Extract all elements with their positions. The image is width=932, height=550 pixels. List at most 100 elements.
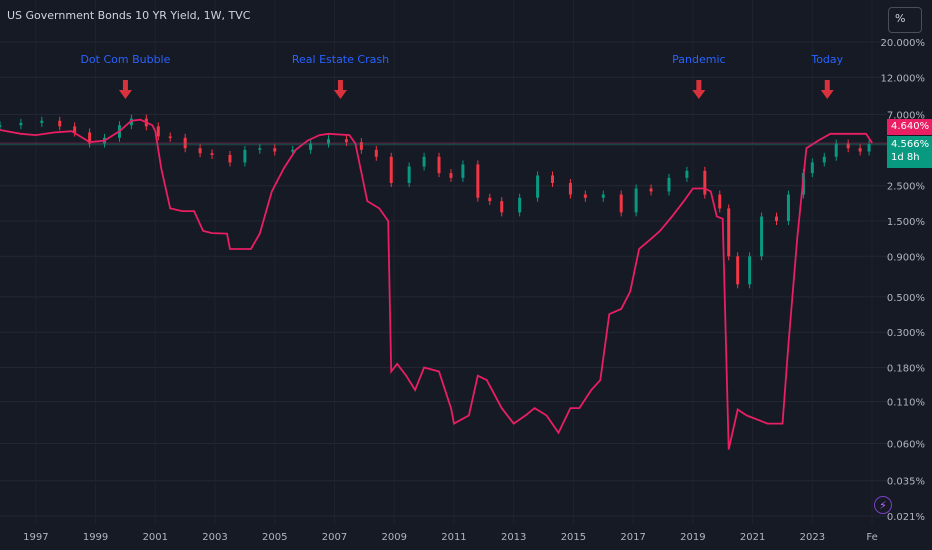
rate-price-badge: 4.640%: [887, 119, 932, 135]
yield-candle: [846, 143, 850, 149]
y-tick-label: 20.000%: [881, 38, 926, 49]
y-tick-label: 2.500%: [887, 182, 925, 193]
yield-candle: [210, 153, 214, 155]
yield-candle: [601, 194, 605, 198]
yield-candle: [834, 143, 838, 157]
yield-price-value: 4.566%: [891, 139, 930, 150]
yield-candle: [667, 177, 671, 192]
x-tick-label: 2015: [561, 532, 586, 543]
y-tick-label: 0.900%: [887, 252, 925, 263]
yield-candle: [129, 118, 133, 126]
annotation-label: Pandemic: [672, 53, 726, 66]
yield-candle: [389, 156, 393, 183]
yield-candle: [40, 120, 44, 123]
x-tick-label: Fe: [866, 532, 877, 543]
yield-candle: [718, 194, 722, 209]
x-axis-tick-labels: 1997 1999 2001 2003 2005 2007 2009 2011 2013 2015…: [23, 532, 878, 543]
bar-countdown: 1d 8h: [891, 152, 920, 163]
x-tick-label: 2017: [620, 532, 645, 543]
yield-candle: [291, 149, 295, 152]
annotation-label: Dot Com Bubble: [80, 53, 171, 66]
down-arrow-icon: [118, 80, 132, 99]
x-tick-label: 2001: [143, 532, 168, 543]
y-tick-label: 12.000%: [881, 73, 926, 84]
y-tick-label: 0.300%: [887, 328, 925, 339]
yield-candle: [518, 197, 522, 213]
yield-candle: [500, 201, 504, 213]
yield-candle: [619, 194, 623, 213]
percent-scale-button[interactable]: %: [888, 7, 922, 33]
yield-candle: [228, 154, 232, 163]
yield-candle: [344, 139, 348, 143]
x-tick-label: 2009: [381, 532, 406, 543]
x-tick-label: 2011: [441, 532, 466, 543]
x-tick-label: 2023: [800, 532, 825, 543]
yield-candle: [461, 164, 465, 178]
yield-candle: [736, 256, 740, 285]
yield-candle: [760, 216, 764, 257]
annotation-label: Today: [811, 53, 844, 66]
yield-candle: [649, 188, 653, 192]
x-tick-label: 2019: [680, 532, 705, 543]
y-tick-label: 0.180%: [887, 364, 925, 375]
y-tick-label: 0.021%: [887, 512, 925, 523]
yield-candle: [0, 125, 2, 127]
yield-candle: [488, 197, 492, 202]
yield-candle: [476, 164, 480, 198]
yield-candles: [0, 114, 871, 289]
yield-candle: [551, 175, 555, 183]
yield-candle: [437, 156, 441, 174]
grid-lines: [0, 41, 887, 517]
x-tick-label: 2003: [202, 532, 227, 543]
yield-candle: [273, 148, 277, 152]
yield-candle: [58, 120, 62, 127]
yield-candle: [536, 175, 540, 198]
x-tick-label: 2013: [501, 532, 526, 543]
yield-candle: [867, 144, 871, 152]
y-tick-label: 0.500%: [887, 293, 925, 304]
yield-candle: [748, 256, 752, 285]
yield-candle: [858, 148, 862, 152]
y-axis-tick-labels: 20.000%12.000%7.000%4.500%2.500%1.500%0.…: [881, 38, 926, 523]
yield-candle: [359, 142, 363, 150]
yield-candle: [786, 194, 790, 222]
yield-candle: [568, 182, 572, 195]
annotation-label: Real Estate Crash: [291, 53, 390, 66]
yield-candle: [309, 143, 313, 150]
yield-candle: [449, 173, 453, 178]
yield-candle: [727, 208, 731, 257]
yield-candle: [88, 132, 92, 144]
down-arrow-icon: [692, 80, 706, 99]
yield-candle: [774, 216, 778, 222]
down-arrow-icon: [820, 80, 834, 99]
down-arrow-icon: [333, 80, 347, 99]
yield-candle: [822, 156, 826, 163]
y-tick-label: 7.000%: [887, 111, 925, 122]
yield-candle: [168, 136, 172, 138]
x-tick-label: 2005: [262, 532, 287, 543]
yield-candle: [634, 188, 638, 213]
yield-candle: [810, 162, 814, 174]
annotation-arrows: [118, 80, 834, 99]
x-tick-label: 1999: [83, 532, 108, 543]
yield-candle: [258, 148, 262, 150]
x-tick-label: 1997: [23, 532, 48, 543]
chart-title: US Government Bonds 10 YR Yield, 1W, TVC: [7, 9, 251, 22]
yield-candle: [422, 156, 426, 167]
yield-candle: [19, 122, 23, 126]
lightning-icon[interactable]: ⚡: [874, 496, 892, 514]
y-tick-label: 0.060%: [887, 439, 925, 450]
yield-candle: [685, 170, 689, 178]
rate-line: [0, 118, 873, 450]
yield-candle: [703, 170, 707, 195]
x-tick-label: 2021: [740, 532, 765, 543]
yield-candle: [583, 194, 587, 198]
yield-candle: [73, 126, 77, 133]
yield-candle: [156, 126, 160, 137]
yield-candle: [183, 137, 187, 149]
yield-candle: [243, 149, 247, 163]
x-tick-label: 2007: [322, 532, 347, 543]
yield-candle: [327, 139, 331, 144]
